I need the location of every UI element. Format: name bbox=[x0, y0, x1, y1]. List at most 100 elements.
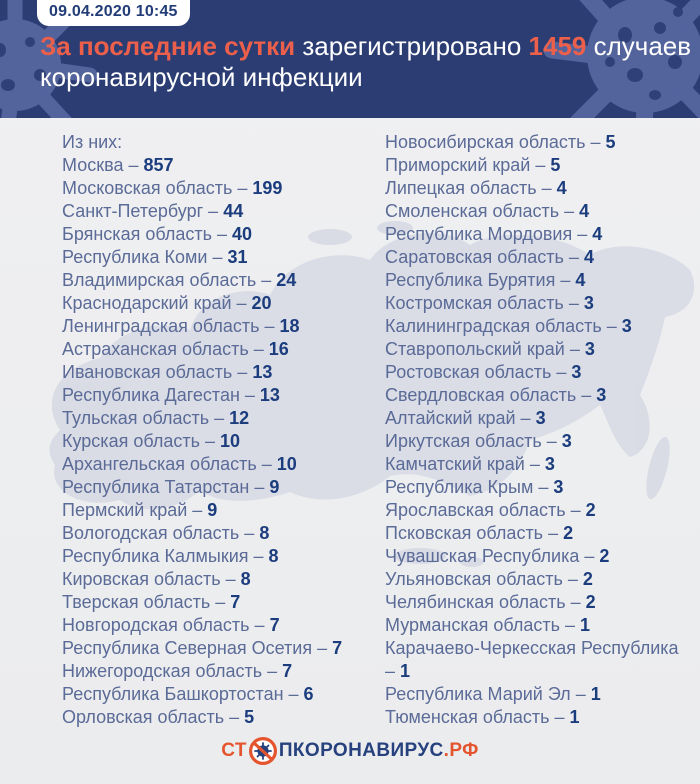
regions-right-list: Новосибирская область – 5 Приморский край… bbox=[385, 131, 687, 729]
region-row: Московская область – 199 bbox=[62, 177, 370, 200]
region-row: Приморский край – 5 bbox=[385, 154, 687, 177]
region-name: Архангельская область – bbox=[62, 454, 277, 474]
region-name: Республика Дагестан – bbox=[62, 385, 260, 405]
region-row: Краснодарский край – 20 bbox=[62, 292, 370, 315]
timestamp-badge: 09.04.2020 10:45 bbox=[37, 0, 190, 26]
region-row: Свердловская область – 3 bbox=[385, 384, 687, 407]
region-name: Нижегородская область – bbox=[62, 661, 283, 681]
region-value: 4 bbox=[592, 224, 603, 244]
region-value: 4 bbox=[575, 270, 586, 290]
region-row: Иркутская область – 3 bbox=[385, 430, 687, 453]
region-name: Карачаево-Черкесская Республика – bbox=[385, 638, 679, 681]
region-name: Смоленская область – bbox=[385, 201, 580, 221]
region-row: Алтайский край – 3 bbox=[385, 407, 687, 430]
region-value: 16 bbox=[268, 339, 289, 359]
region-name: Тульская область – bbox=[62, 408, 230, 428]
region-value: 3 bbox=[571, 362, 582, 382]
region-row: Новосибирская область – 5 bbox=[385, 131, 687, 154]
region-name: Кировская область – bbox=[62, 569, 241, 589]
region-value: 5 bbox=[244, 707, 255, 727]
region-row: Республика Северная Осетия – 7 bbox=[62, 637, 370, 660]
region-row: Саратовская область – 4 bbox=[385, 246, 687, 269]
region-name: Курская область – bbox=[62, 431, 220, 451]
region-name: Астраханская область – bbox=[62, 339, 269, 359]
header-banner: 09.04.2020 10:45 За последние сутки заре… bbox=[0, 0, 700, 118]
headline: За последние сутки зарегистрировано 1459… bbox=[40, 31, 700, 93]
region-name: Ивановская область – bbox=[62, 362, 253, 382]
region-value: 7 bbox=[282, 661, 293, 681]
region-name: Камчатский край – bbox=[385, 454, 545, 474]
region-name: Брянская область – bbox=[62, 224, 232, 244]
region-row: Республика Калмыкия – 8 bbox=[62, 545, 370, 568]
region-name: Республика Коми – bbox=[62, 247, 228, 267]
region-name: Республика Башкортостан – bbox=[62, 684, 304, 704]
region-value: 1 bbox=[400, 661, 411, 681]
region-name: Челябинская область – bbox=[385, 592, 586, 612]
region-value: 13 bbox=[259, 385, 280, 405]
region-value: 3 bbox=[544, 454, 555, 474]
region-name: Орловская область – bbox=[62, 707, 245, 727]
region-value: 8 bbox=[259, 523, 270, 543]
region-name: Тюменская область – bbox=[385, 707, 570, 727]
region-name: Ульяновская область – bbox=[385, 569, 583, 589]
region-row: Ульяновская область – 2 bbox=[385, 568, 687, 591]
region-row: Ивановская область – 13 bbox=[62, 361, 370, 384]
region-value: 12 bbox=[229, 408, 250, 428]
headline-line2: коронавирусной инфекции bbox=[40, 62, 363, 92]
region-row: Нижегородская область – 7 bbox=[62, 660, 370, 683]
region-row: Ленинградская область – 18 bbox=[62, 315, 370, 338]
region-row: Республика Бурятия – 4 bbox=[385, 269, 687, 292]
region-value: 4 bbox=[579, 201, 590, 221]
region-name: Тверская область – bbox=[62, 592, 231, 612]
region-value: 8 bbox=[240, 569, 251, 589]
region-row: Тверская область – 7 bbox=[62, 591, 370, 614]
region-row: Пермский край – 9 bbox=[62, 499, 370, 522]
region-value: 2 bbox=[599, 546, 610, 566]
headline-line1: За последние сутки зарегистрировано 1459… bbox=[40, 31, 700, 62]
region-value: 9 bbox=[269, 477, 280, 497]
region-value: 20 bbox=[251, 293, 272, 313]
region-value: 2 bbox=[585, 592, 596, 612]
list-intro: Из них: bbox=[62, 132, 123, 152]
region-name: Краснодарский край – bbox=[62, 293, 252, 313]
region-value: 2 bbox=[563, 523, 574, 543]
region-name: Республика Крым – bbox=[385, 477, 554, 497]
region-name: Калининградская область – bbox=[385, 316, 622, 336]
region-name: Ярославская область – bbox=[385, 500, 586, 520]
region-row: Псковская область – 2 bbox=[385, 522, 687, 545]
region-value: 44 bbox=[223, 201, 244, 221]
region-row: Республика Дагестан – 13 bbox=[62, 384, 370, 407]
region-name: Костромская область – bbox=[385, 293, 584, 313]
region-name: Новгородская область – bbox=[62, 615, 270, 635]
region-row: Чувашская Республика – 2 bbox=[385, 545, 687, 568]
region-name: Новосибирская область – bbox=[385, 132, 606, 152]
region-row: Республика Коми – 31 bbox=[62, 246, 370, 269]
region-value: 7 bbox=[269, 615, 280, 635]
region-row: Брянская область – 40 bbox=[62, 223, 370, 246]
headline-highlight: За последние сутки bbox=[40, 31, 296, 61]
region-value: 18 bbox=[279, 316, 300, 336]
region-name: Псковская область – bbox=[385, 523, 564, 543]
region-value: 1 bbox=[569, 707, 580, 727]
region-name: Республика Калмыкия – bbox=[62, 546, 269, 566]
no-virus-icon bbox=[248, 737, 277, 765]
region-row: Москва – 857 bbox=[62, 154, 370, 177]
region-row: Камчатский край – 3 bbox=[385, 453, 687, 476]
region-name: Москва – bbox=[62, 155, 144, 175]
region-name: Ростовская область – bbox=[385, 362, 572, 382]
region-value: 199 bbox=[252, 178, 283, 198]
region-name: Мурманская область – bbox=[385, 615, 581, 635]
region-row: Ярославская область – 2 bbox=[385, 499, 687, 522]
region-row: Калининградская область – 3 bbox=[385, 315, 687, 338]
region-row: Ростовская область – 3 bbox=[385, 361, 687, 384]
region-name: Ставропольский край – bbox=[385, 339, 585, 359]
region-value: 7 bbox=[230, 592, 241, 612]
region-value: 4 bbox=[556, 178, 567, 198]
region-value: 9 bbox=[207, 500, 218, 520]
region-name: Республика Мордовия – bbox=[385, 224, 593, 244]
region-row: Владимирская область – 24 bbox=[62, 269, 370, 292]
region-name: Московская область – bbox=[62, 178, 253, 198]
region-value: 2 bbox=[582, 569, 593, 589]
region-value: 31 bbox=[227, 247, 248, 267]
